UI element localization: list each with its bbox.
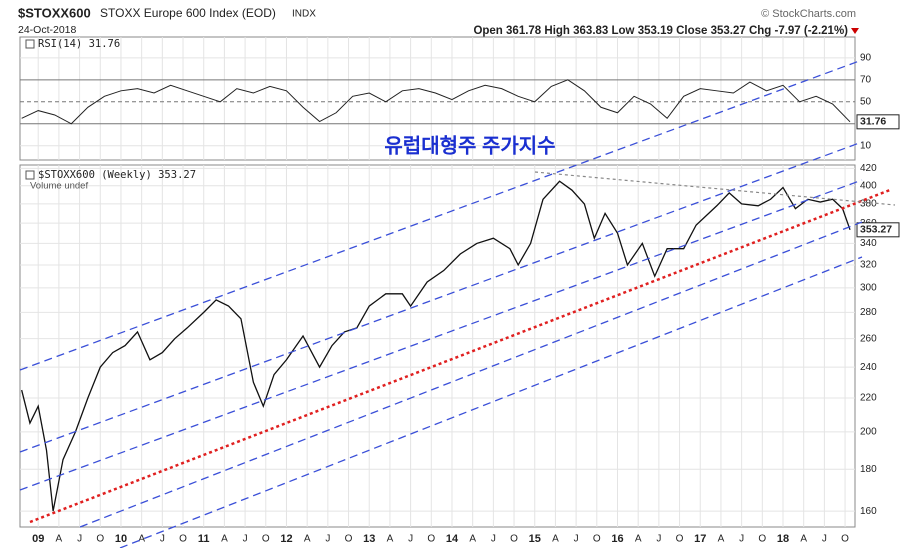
- channel-line: [79, 221, 863, 528]
- x-tick-label: J: [574, 534, 579, 545]
- x-tick-label: O: [758, 534, 766, 545]
- x-tick-label: A: [800, 534, 807, 545]
- trend-lines: [19, 59, 896, 548]
- source: © StockCharts.com: [761, 8, 856, 20]
- x-tick-label: 10: [115, 533, 127, 545]
- price-line: [21, 79, 851, 125]
- channel-line: [19, 59, 863, 371]
- x-tick-label: A: [138, 534, 145, 545]
- symbol: $STOXX600: [18, 5, 91, 20]
- x-tick-label: 18: [777, 533, 789, 545]
- channel-line: [19, 179, 863, 491]
- x-tick-label: A: [635, 534, 642, 545]
- x-tick-label: A: [304, 534, 311, 545]
- x-tick-label: J: [822, 534, 827, 545]
- x-tick-label: J: [656, 534, 661, 545]
- y-tick-label: 280: [860, 307, 877, 318]
- x-tick-label: O: [96, 534, 104, 545]
- y-tick-label: 260: [860, 333, 877, 344]
- last-value-label: 353.27: [860, 224, 892, 236]
- x-tick-label: O: [179, 534, 187, 545]
- x-tick-label: O: [593, 534, 601, 545]
- x-tick-label: J: [491, 534, 496, 545]
- x-tick-label: O: [841, 534, 849, 545]
- y-tick-label: 70: [860, 74, 872, 85]
- y-tick-label: 180: [860, 464, 877, 475]
- x-tick-label: 17: [694, 533, 706, 545]
- x-tick-label: J: [739, 534, 744, 545]
- y-tick-label: 160: [860, 506, 877, 517]
- y-tick-label: 200: [860, 427, 877, 438]
- x-tick-label: A: [56, 534, 63, 545]
- x-tick-label: 11: [198, 533, 210, 545]
- x-tick-label: J: [77, 534, 82, 545]
- x-tick-label: A: [552, 534, 559, 545]
- y-tick-label: 90: [860, 53, 872, 64]
- legend-entry: $STOXX600 (Weekly) 353.27: [38, 169, 196, 181]
- panel-frame: [19, 164, 856, 528]
- x-tick-label: O: [345, 534, 353, 545]
- last-value-tag: [856, 114, 900, 130]
- x-tick-label: 09: [32, 533, 44, 545]
- y-tick-label: 340: [860, 238, 877, 249]
- x-tick-label: A: [469, 534, 476, 545]
- legend-icon: [25, 39, 35, 49]
- x-tick-label: A: [387, 534, 394, 545]
- y-tick-label: 220: [860, 393, 877, 404]
- down-marker: [851, 28, 859, 34]
- x-tick-label: 16: [611, 533, 623, 545]
- channel-line: [19, 141, 863, 453]
- y-tick-label: 10: [860, 140, 872, 151]
- x-tick-label: O: [510, 534, 518, 545]
- x-tick-label: A: [221, 534, 228, 545]
- x-tick-label: O: [427, 534, 435, 545]
- x-tick-label: 12: [280, 533, 292, 545]
- x-tick-label: O: [676, 534, 684, 545]
- legend-entry: RSI(14) 31.76: [38, 38, 120, 50]
- y-tick-label: 300: [860, 283, 877, 294]
- y-tick-label: 400: [860, 180, 877, 191]
- x-tick-label: A: [718, 534, 725, 545]
- quote: Open 361.78 High 363.83 Low 353.19 Close…: [473, 25, 848, 37]
- x-tick-label: O: [262, 534, 270, 545]
- y-tick-label: 50: [860, 96, 872, 107]
- y-tick-label: 380: [860, 199, 877, 210]
- y-tick-label: 320: [860, 260, 877, 271]
- last-value-tag: [856, 222, 900, 238]
- date: 24-Oct-2018: [18, 24, 77, 36]
- annotation: 유럽대형주 주가지수: [384, 134, 555, 157]
- last-value-label: 31.76: [860, 116, 886, 128]
- support-line: [29, 188, 891, 524]
- x-tick-label: 15: [529, 533, 541, 545]
- panels: 9070503010RSI(14) 31.7631.76160180200220…: [19, 36, 900, 545]
- x-tick-label: J: [243, 534, 248, 545]
- exchange: INDX: [292, 9, 316, 20]
- y-tick-label: 420: [860, 163, 877, 174]
- resistance-line: [534, 171, 896, 206]
- legend-icon: [25, 170, 35, 180]
- x-tick-label: J: [160, 534, 165, 545]
- x-tick-label: 13: [363, 533, 375, 545]
- x-tick-label: J: [408, 534, 413, 545]
- channel-line: [119, 256, 863, 548]
- price-line: [21, 180, 851, 512]
- x-tick-label: 14: [446, 533, 459, 545]
- y-tick-label: 240: [860, 362, 877, 373]
- x-tick-label: J: [325, 534, 330, 545]
- index-name: STOXX Europe 600 Index (EOD): [100, 6, 276, 20]
- legend-note: Volume undef: [30, 181, 88, 192]
